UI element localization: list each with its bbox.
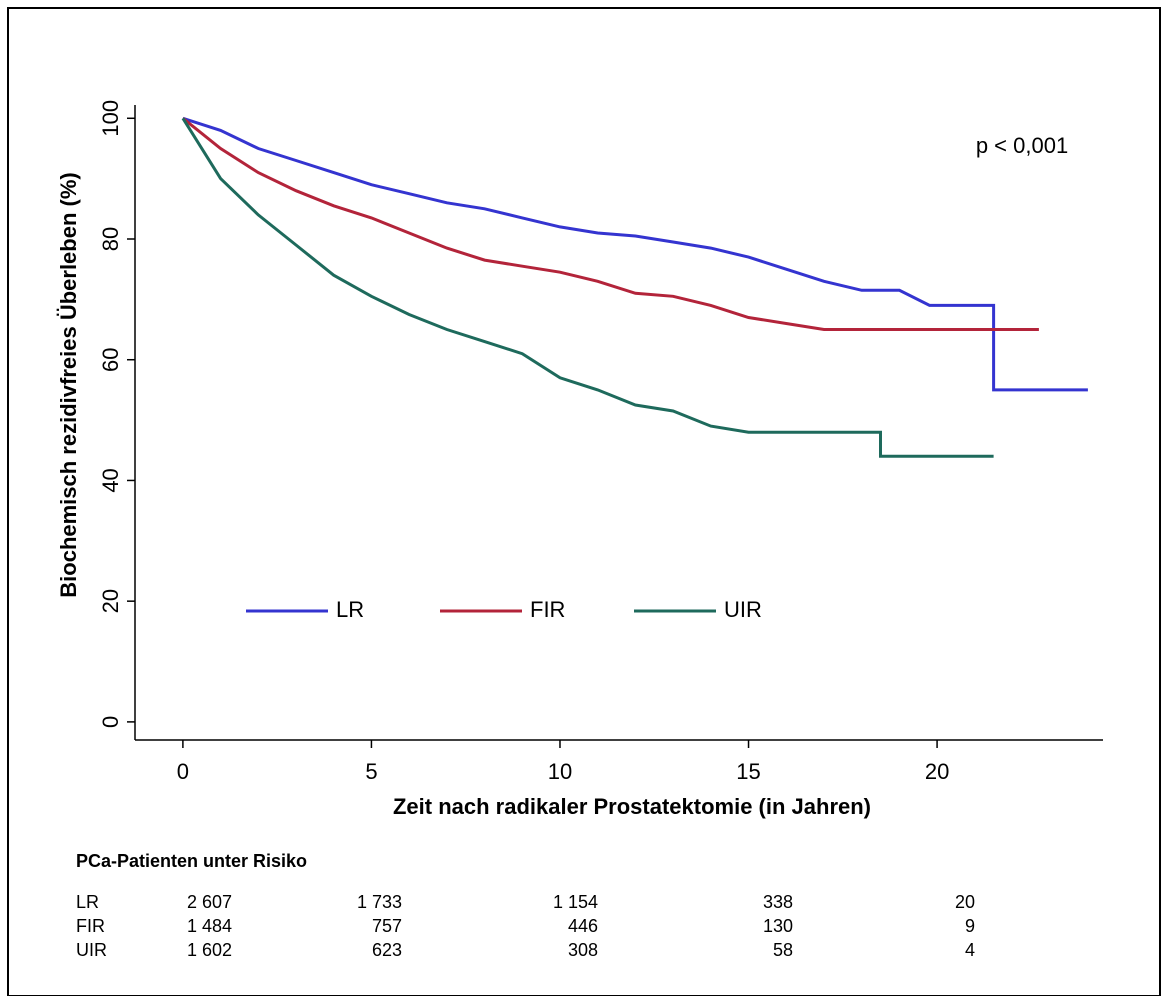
x-tick-label: 15: [736, 759, 760, 784]
risk-row-label: LR: [76, 892, 99, 912]
annotation: p < 0,001: [976, 133, 1068, 158]
risk-row-label: UIR: [76, 940, 107, 960]
x-tick-label: 10: [548, 759, 572, 784]
risk-cell: 1 484: [187, 916, 232, 936]
y-tick-label: 100: [98, 100, 123, 137]
x-axis-title: Zeit nach radikaler Prostatektomie (in J…: [393, 794, 871, 819]
risk-row-label: FIR: [76, 916, 105, 936]
y-tick-label: 60: [98, 347, 123, 371]
risk-cell: 757: [372, 916, 402, 936]
risk-cell: 20: [955, 892, 975, 912]
risk-cell: 9: [965, 916, 975, 936]
risk-cell: 623: [372, 940, 402, 960]
survival-curve: [182, 116, 1088, 392]
risk-cell: 1 733: [357, 892, 402, 912]
risk-cell: 58: [773, 940, 793, 960]
survival-curve: [181, 117, 1039, 331]
risk-cell: 338: [763, 892, 793, 912]
legend-label: FIR: [530, 597, 565, 622]
risk-cell: 1 602: [187, 940, 232, 960]
x-tick-label: 0: [177, 759, 189, 784]
legend-label: LR: [336, 597, 364, 622]
y-tick-label: 20: [98, 589, 123, 613]
risk-cell: 1 154: [553, 892, 598, 912]
risk-cell: 308: [568, 940, 598, 960]
y-axis-title: Biochemisch rezidivfreies Überleben (%): [56, 172, 81, 597]
risk-cell: 130: [763, 916, 793, 936]
y-tick-label: 80: [98, 227, 123, 251]
risk-cell: 2 607: [187, 892, 232, 912]
legend-label: UIR: [724, 597, 762, 622]
risk-table-title: PCa-Patienten unter Risiko: [76, 851, 307, 871]
risk-cell: 446: [568, 916, 598, 936]
x-tick-label: 5: [365, 759, 377, 784]
survival-curve: [181, 117, 994, 458]
y-tick-label: 0: [98, 716, 123, 728]
y-tick-label: 40: [98, 468, 123, 492]
risk-cell: 4: [965, 940, 975, 960]
frame: [7, 7, 1161, 996]
x-tick-label: 20: [925, 759, 949, 784]
